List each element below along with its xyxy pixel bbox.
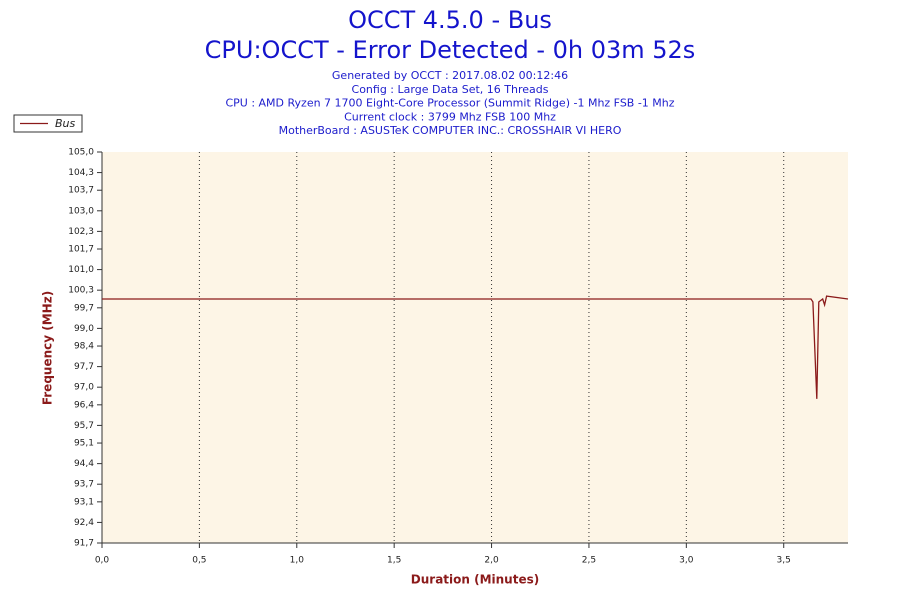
y-tick-label: 99,7 <box>74 303 94 313</box>
x-tick-label: 1,5 <box>387 556 401 566</box>
y-tick-label: 102,3 <box>68 227 94 237</box>
chart-title: OCCT 4.5.0 - Bus <box>348 6 552 34</box>
y-tick-label: 93,1 <box>74 497 94 507</box>
x-tick-label: 3,0 <box>679 556 694 566</box>
y-tick-label: 103,7 <box>68 186 94 196</box>
y-tick-label: 99,0 <box>74 324 94 334</box>
y-tick-label: 105,0 <box>68 148 94 158</box>
y-tick-label: 97,0 <box>74 383 94 393</box>
y-tick-label: 100,3 <box>68 286 94 296</box>
legend-label: Bus <box>55 117 76 130</box>
x-tick-label: 1,0 <box>290 556 305 566</box>
info-line: Generated by OCCT : 2017.08.02 00:12:46 <box>332 69 568 82</box>
y-tick-label: 104,3 <box>68 168 94 178</box>
y-tick-label: 95,1 <box>74 439 94 449</box>
data-line <box>102 295 849 399</box>
y-tick-label: 101,0 <box>68 265 94 275</box>
info-line: Config : Large Data Set, 16 Threads <box>352 83 549 96</box>
y-tick-label: 103,0 <box>68 206 94 216</box>
y-tick-label: 95,7 <box>74 421 94 431</box>
y-tick-label: 93,7 <box>74 480 94 490</box>
y-tick-label: 91,7 <box>74 539 94 549</box>
x-axis-label: Duration (Minutes) <box>411 573 539 587</box>
info-line: Current clock : 3799 Mhz FSB 100 Mhz <box>344 110 556 123</box>
y-tick-label: 101,7 <box>68 245 94 255</box>
y-tick-label: 97,7 <box>74 362 94 372</box>
x-tick-label: 0,0 <box>95 556 110 566</box>
info-line: CPU : AMD Ryzen 7 1700 Eight-Core Proces… <box>225 97 674 110</box>
info-line: MotherBoard : ASUSTeK COMPUTER INC.: CRO… <box>279 124 622 137</box>
x-tick-label: 3,5 <box>777 556 791 566</box>
x-tick-label: 2,5 <box>582 556 596 566</box>
y-tick-label: 92,4 <box>74 518 94 528</box>
chart-subtitle: CPU:OCCT - Error Detected - 0h 03m 52s <box>205 36 696 64</box>
plot-area <box>102 152 848 543</box>
y-tick-label: 96,4 <box>74 400 94 410</box>
y-axis-label: Frequency (MHz) <box>41 291 55 405</box>
y-tick-label: 98,4 <box>74 342 94 352</box>
x-tick-label: 0,5 <box>192 556 206 566</box>
x-tick-label: 2,0 <box>484 556 499 566</box>
y-tick-label: 94,4 <box>74 459 94 469</box>
